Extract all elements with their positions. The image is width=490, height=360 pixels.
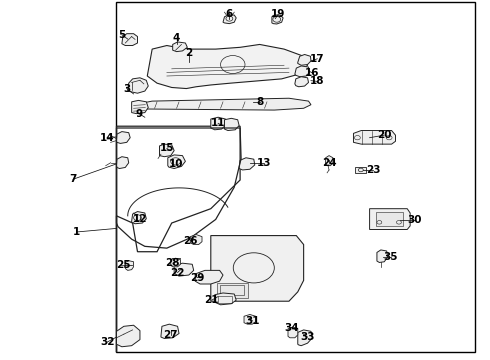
- Text: 2: 2: [185, 48, 193, 58]
- Text: 33: 33: [300, 332, 315, 342]
- Polygon shape: [147, 44, 308, 89]
- Text: 3: 3: [123, 84, 130, 94]
- Polygon shape: [211, 117, 226, 130]
- Text: 26: 26: [183, 236, 197, 246]
- Polygon shape: [298, 330, 313, 346]
- Text: 16: 16: [305, 68, 319, 78]
- Text: 9: 9: [135, 109, 143, 119]
- Text: 30: 30: [408, 215, 422, 225]
- Text: 23: 23: [366, 165, 380, 175]
- Text: 14: 14: [100, 133, 115, 143]
- Polygon shape: [195, 270, 223, 284]
- Text: 22: 22: [171, 267, 185, 278]
- Text: 21: 21: [204, 295, 219, 305]
- Text: 25: 25: [117, 260, 131, 270]
- Polygon shape: [211, 235, 304, 301]
- Text: 27: 27: [164, 330, 178, 340]
- Bar: [355, 167, 366, 173]
- Polygon shape: [117, 157, 129, 168]
- Text: 20: 20: [377, 130, 392, 140]
- Text: 34: 34: [284, 323, 299, 333]
- Text: 28: 28: [166, 258, 180, 268]
- Polygon shape: [326, 156, 333, 166]
- Text: 10: 10: [169, 159, 183, 169]
- Text: 13: 13: [256, 158, 271, 168]
- Text: 18: 18: [310, 76, 324, 86]
- Polygon shape: [161, 324, 179, 338]
- Text: 32: 32: [100, 337, 115, 347]
- Text: 12: 12: [133, 214, 147, 224]
- Text: 15: 15: [160, 143, 174, 153]
- Text: 7: 7: [69, 174, 77, 184]
- Text: 11: 11: [211, 118, 225, 128]
- Text: 35: 35: [383, 252, 398, 262]
- Polygon shape: [132, 100, 148, 114]
- Polygon shape: [168, 155, 185, 168]
- Polygon shape: [159, 144, 174, 157]
- Polygon shape: [272, 15, 283, 24]
- Bar: [218, 296, 232, 303]
- Text: 29: 29: [190, 273, 204, 283]
- Bar: [217, 283, 248, 298]
- Polygon shape: [128, 78, 148, 93]
- Polygon shape: [215, 293, 236, 305]
- Bar: [116, 3, 475, 352]
- Polygon shape: [353, 131, 395, 144]
- Polygon shape: [298, 54, 311, 65]
- Polygon shape: [117, 132, 130, 143]
- Text: 4: 4: [173, 33, 180, 43]
- Bar: [220, 285, 244, 296]
- Polygon shape: [125, 261, 134, 270]
- Polygon shape: [223, 15, 236, 24]
- Polygon shape: [369, 209, 410, 229]
- Polygon shape: [122, 34, 138, 45]
- Polygon shape: [224, 118, 239, 131]
- Polygon shape: [190, 234, 202, 244]
- Text: 17: 17: [310, 54, 325, 64]
- Polygon shape: [172, 42, 187, 51]
- Polygon shape: [117, 325, 140, 347]
- Text: 6: 6: [226, 9, 233, 19]
- Text: 31: 31: [245, 316, 260, 325]
- Text: 19: 19: [271, 9, 285, 19]
- Polygon shape: [295, 77, 309, 87]
- Text: 24: 24: [322, 158, 336, 168]
- Text: 8: 8: [256, 97, 263, 107]
- Polygon shape: [239, 158, 255, 170]
- Polygon shape: [377, 250, 388, 262]
- Polygon shape: [171, 258, 180, 267]
- Bar: [376, 212, 403, 226]
- Text: 1: 1: [73, 227, 80, 237]
- Polygon shape: [244, 315, 256, 324]
- Polygon shape: [145, 98, 311, 110]
- Polygon shape: [132, 212, 147, 224]
- Polygon shape: [174, 263, 194, 276]
- Polygon shape: [288, 327, 298, 338]
- Text: 5: 5: [118, 30, 125, 40]
- Polygon shape: [295, 66, 310, 77]
